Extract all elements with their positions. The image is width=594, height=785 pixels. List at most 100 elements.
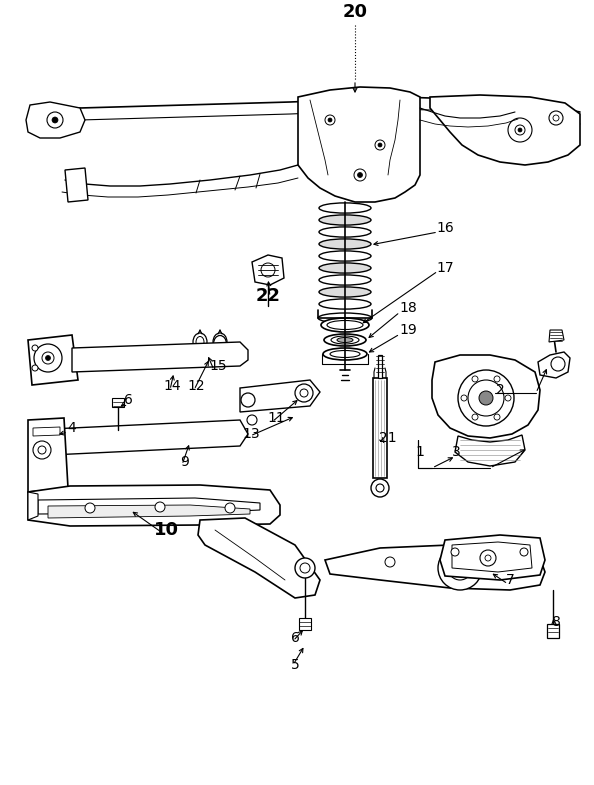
Circle shape (378, 143, 382, 147)
Circle shape (52, 117, 58, 123)
Ellipse shape (331, 336, 359, 344)
Polygon shape (325, 545, 545, 590)
Circle shape (455, 563, 465, 573)
Circle shape (375, 140, 385, 150)
Circle shape (458, 370, 514, 426)
Ellipse shape (110, 351, 170, 363)
Text: 15: 15 (209, 359, 227, 373)
Circle shape (247, 415, 257, 425)
Circle shape (261, 263, 275, 277)
Polygon shape (299, 618, 311, 630)
Circle shape (354, 169, 366, 181)
Text: 14: 14 (163, 379, 181, 393)
Text: 4: 4 (68, 421, 77, 435)
Circle shape (325, 115, 335, 125)
Ellipse shape (216, 337, 224, 348)
Circle shape (494, 376, 500, 382)
Polygon shape (455, 435, 525, 466)
Ellipse shape (318, 313, 372, 323)
Circle shape (468, 380, 504, 416)
Polygon shape (378, 355, 382, 378)
Ellipse shape (319, 275, 371, 285)
Circle shape (551, 357, 565, 371)
Circle shape (155, 502, 165, 512)
Ellipse shape (321, 318, 369, 332)
Circle shape (32, 365, 38, 371)
Text: 11: 11 (267, 411, 285, 425)
Text: 1: 1 (416, 445, 425, 459)
Circle shape (448, 556, 472, 580)
Ellipse shape (337, 338, 353, 342)
Circle shape (371, 479, 389, 497)
Polygon shape (72, 342, 248, 372)
Ellipse shape (196, 337, 204, 348)
Ellipse shape (319, 287, 371, 297)
Text: 10: 10 (153, 521, 179, 539)
Polygon shape (65, 168, 88, 202)
Text: 9: 9 (181, 455, 189, 469)
Polygon shape (298, 87, 420, 202)
Ellipse shape (319, 215, 371, 225)
Circle shape (385, 557, 395, 567)
Ellipse shape (323, 348, 367, 360)
Circle shape (38, 446, 46, 454)
Text: 12: 12 (187, 379, 205, 393)
Ellipse shape (319, 239, 371, 249)
Polygon shape (28, 335, 78, 385)
Circle shape (549, 111, 563, 125)
Text: 2: 2 (495, 383, 504, 397)
Polygon shape (112, 398, 124, 407)
Polygon shape (26, 102, 85, 138)
Circle shape (494, 414, 500, 420)
Circle shape (451, 548, 459, 556)
Ellipse shape (319, 227, 371, 237)
Circle shape (553, 115, 559, 121)
Text: 6: 6 (290, 631, 299, 645)
Circle shape (526, 568, 534, 576)
Circle shape (328, 118, 332, 122)
Polygon shape (432, 355, 540, 438)
Text: 21: 21 (379, 431, 397, 445)
Ellipse shape (164, 432, 176, 448)
Circle shape (295, 558, 315, 578)
Polygon shape (240, 380, 320, 412)
Circle shape (241, 393, 255, 407)
Text: 13: 13 (242, 427, 260, 441)
Ellipse shape (319, 203, 371, 213)
Circle shape (46, 356, 50, 360)
Polygon shape (547, 624, 559, 638)
Text: 8: 8 (552, 615, 560, 629)
Text: 20: 20 (343, 3, 368, 21)
Polygon shape (48, 505, 250, 518)
Circle shape (518, 128, 522, 132)
Ellipse shape (319, 251, 371, 261)
Circle shape (300, 563, 310, 573)
Text: 7: 7 (505, 573, 514, 587)
Text: 16: 16 (436, 221, 454, 235)
Circle shape (472, 414, 478, 420)
Polygon shape (30, 420, 248, 456)
Circle shape (505, 395, 511, 401)
Circle shape (461, 395, 467, 401)
Circle shape (358, 173, 362, 177)
Text: 17: 17 (436, 261, 454, 275)
Polygon shape (430, 95, 580, 165)
Polygon shape (549, 330, 564, 342)
Polygon shape (452, 542, 532, 572)
Ellipse shape (193, 333, 207, 351)
Polygon shape (28, 418, 68, 492)
Ellipse shape (324, 334, 366, 346)
Circle shape (33, 441, 51, 459)
Ellipse shape (327, 320, 363, 330)
Circle shape (32, 345, 38, 351)
Circle shape (472, 376, 478, 382)
Circle shape (515, 125, 525, 135)
Polygon shape (440, 535, 545, 580)
Text: 18: 18 (399, 301, 417, 315)
Circle shape (520, 548, 528, 556)
Circle shape (34, 344, 62, 372)
Ellipse shape (330, 350, 360, 357)
Circle shape (47, 112, 63, 128)
Text: 5: 5 (290, 658, 299, 672)
Circle shape (438, 546, 482, 590)
